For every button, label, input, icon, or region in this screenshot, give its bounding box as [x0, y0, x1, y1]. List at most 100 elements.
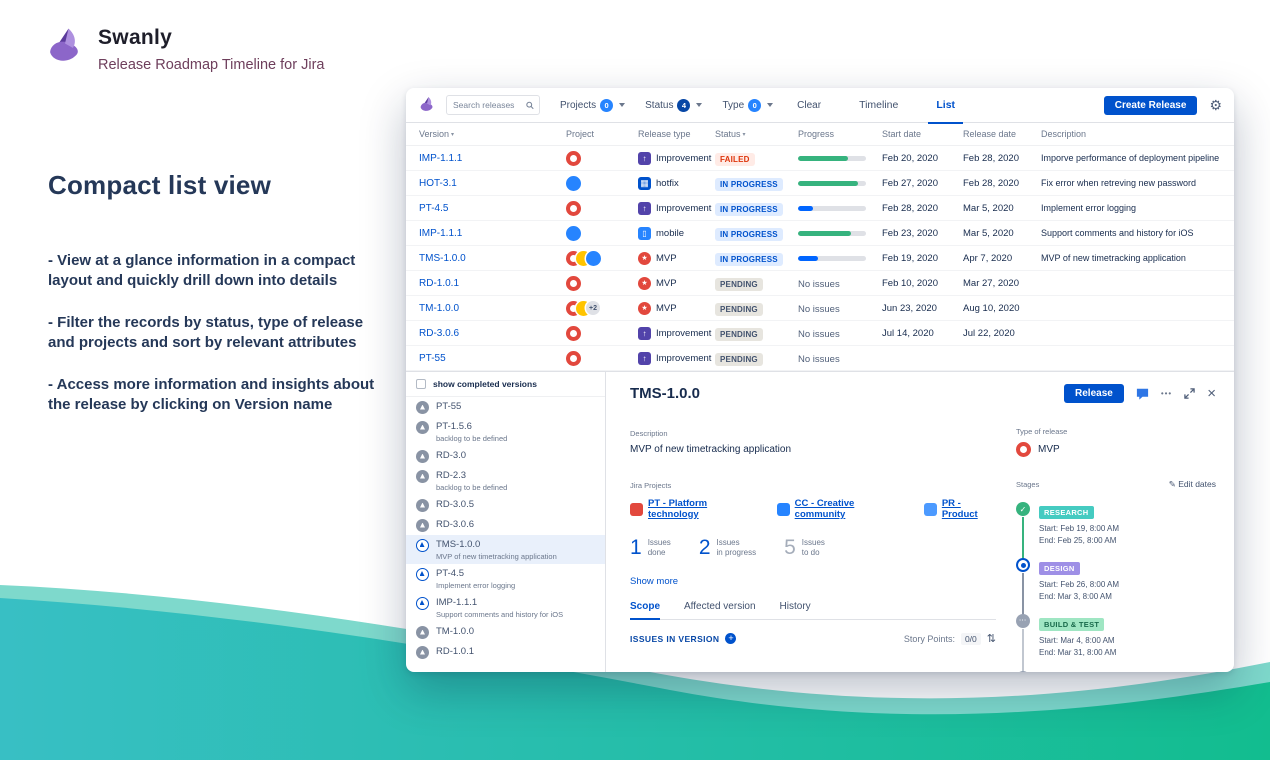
- version-list-item[interactable]: RD-2.3 backlog to be defined: [406, 466, 605, 495]
- version-list-item[interactable]: RD-1.0.1: [406, 642, 605, 662]
- column-version[interactable]: Version: [419, 129, 566, 139]
- table-row[interactable]: IMP-1.1.1 mobile IN PROGRESS Feb 23, 202…: [406, 221, 1234, 246]
- stat-issues-done: 1 Issues done: [630, 536, 671, 559]
- table-row[interactable]: RD-3.0.6 Improvement PENDING No issues J…: [406, 321, 1234, 346]
- column-status[interactable]: Status: [715, 129, 798, 139]
- stages-header: Stages Edit dates: [1016, 479, 1216, 490]
- progress-bar: [798, 155, 866, 161]
- improvement-icon: [638, 326, 651, 340]
- release-detail-panel: show completed versions PT-55 PT-1.5.6 ba…: [406, 371, 1234, 672]
- chevron-down-icon: [767, 103, 774, 107]
- project-link[interactable]: CC - Creative community: [776, 498, 902, 520]
- tab-timeline[interactable]: Timeline: [859, 98, 899, 111]
- version-link[interactable]: PT-55: [419, 352, 446, 364]
- detail-content: Description MVP of new timetracking appl…: [630, 403, 1016, 672]
- release-date: Mar 5, 2020: [963, 202, 1014, 214]
- add-issue-icon[interactable]: [725, 633, 737, 644]
- release-ship-icon: [416, 470, 429, 483]
- version-list-item[interactable]: PT-55: [406, 397, 605, 417]
- search-icon: [526, 101, 534, 109]
- tab-affected-version[interactable]: Affected version: [684, 601, 756, 612]
- version-link[interactable]: HOT-3.1: [419, 177, 457, 189]
- clear-filters-link[interactable]: Clear: [797, 99, 822, 111]
- release-date: Jul 22, 2020: [963, 327, 1015, 339]
- version-list-item[interactable]: PT-4.5 Implement error logging: [406, 564, 605, 593]
- project-link[interactable]: PR - Product: [923, 498, 996, 520]
- version-list-item[interactable]: RD-3.0.6: [406, 515, 605, 535]
- search-box: [446, 95, 540, 115]
- table-row[interactable]: PT-4.5 Improvement IN PROGRESS Feb 28, 2…: [406, 196, 1234, 221]
- start-date: Feb 20, 2020: [882, 152, 938, 164]
- release-type-label: MVP: [656, 252, 677, 264]
- column-release-type[interactable]: Release type: [638, 129, 691, 139]
- version-list-item-selected[interactable]: TMS-1.0.0 MVP of new timetracking applica…: [406, 535, 605, 564]
- version-list-item[interactable]: RD-3.0: [406, 446, 605, 466]
- table-row[interactable]: HOT-3.1 hotfix IN PROGRESS Feb 27, 2020 …: [406, 171, 1234, 196]
- release-date: Mar 5, 2020: [963, 227, 1014, 239]
- status-badge: PENDING: [715, 353, 763, 366]
- stage-design: DESIGN Start: Feb 26, 8:00 AM End: Mar 3,…: [1016, 558, 1216, 617]
- start-date: Feb 10, 2020: [882, 277, 938, 289]
- show-completed-label: show completed versions: [433, 379, 537, 389]
- version-link[interactable]: PT-4.5: [419, 202, 449, 214]
- version-link[interactable]: RD-3.0.6: [419, 327, 460, 339]
- show-completed-checkbox[interactable]: [416, 379, 426, 389]
- status-badge: PENDING: [715, 328, 763, 341]
- filter-type[interactable]: Type 0: [722, 98, 774, 112]
- version-list-item[interactable]: IMP-1.1.1 Support comments and history fo…: [406, 593, 605, 622]
- version-list-item[interactable]: PT-1.5.6 backlog to be defined: [406, 417, 605, 446]
- table-row[interactable]: IMP-1.1.1 Improvement FAILED Feb 20, 202…: [406, 146, 1234, 171]
- project-link[interactable]: PT - Platform technology: [630, 498, 755, 520]
- release-button[interactable]: Release: [1064, 384, 1124, 403]
- release-date: Mar 27, 2020: [963, 277, 1019, 289]
- close-icon[interactable]: [1207, 388, 1216, 399]
- no-issues-label: No issues: [798, 354, 840, 365]
- table-row[interactable]: RD-1.0.1 MVP PENDING No issues Feb 10, 2…: [406, 271, 1234, 296]
- hero-bullet: - View at a glance information in a comp…: [48, 252, 356, 289]
- stage-current-icon: [1016, 558, 1030, 573]
- tab-scope[interactable]: Scope: [630, 601, 661, 620]
- hero-title: Compact list view: [48, 170, 272, 200]
- filter-status[interactable]: Status 4: [645, 98, 703, 112]
- version-list-item[interactable]: TM-1.0.0: [406, 622, 605, 642]
- column-progress[interactable]: Progress: [798, 129, 835, 139]
- release-date: Aug 10, 2020: [963, 302, 1020, 314]
- table-row[interactable]: TM-1.0.0 +2 MVP PENDING No issues Jun 23…: [406, 296, 1234, 321]
- version-link[interactable]: TM-1.0.0: [419, 302, 460, 314]
- edit-dates-link[interactable]: Edit dates: [1169, 479, 1216, 490]
- project-avatar: [586, 250, 601, 266]
- column-start-date[interactable]: Start date: [882, 129, 922, 139]
- version-link[interactable]: IMP-1.1.1: [419, 152, 463, 164]
- row-description: Support comments and history for iOS: [1041, 228, 1194, 238]
- column-release-date[interactable]: Release date: [963, 129, 1017, 139]
- version-link[interactable]: IMP-1.1.1: [419, 227, 463, 239]
- project-avatar: [566, 200, 581, 216]
- tab-list[interactable]: List: [928, 88, 963, 124]
- gear-icon[interactable]: [1209, 97, 1222, 114]
- column-project[interactable]: Project: [566, 129, 595, 139]
- release-ship-icon: [416, 499, 429, 512]
- projects-count-badge: 0: [600, 98, 614, 112]
- filter-projects[interactable]: Projects 0: [560, 98, 626, 112]
- search-input[interactable]: [453, 100, 526, 110]
- refresh-icon[interactable]: [987, 632, 996, 645]
- more-actions-icon[interactable]: [1161, 389, 1172, 398]
- tab-history[interactable]: History: [779, 601, 811, 612]
- app-tagline: Release Roadmap Timeline for Jira: [98, 57, 325, 73]
- comment-icon[interactable]: [1136, 388, 1149, 400]
- create-release-button[interactable]: Create Release: [1103, 95, 1198, 115]
- show-more-link[interactable]: Show more: [630, 576, 679, 587]
- column-description[interactable]: Description: [1041, 129, 1087, 139]
- release-info-column: Type of release MVP Stages Edit dates RE…: [1016, 403, 1216, 672]
- detail-header: TMS-1.0.0 Release: [630, 384, 1216, 403]
- version-list-item[interactable]: RD-3.0.5: [406, 495, 605, 515]
- table-row[interactable]: PT-55 Improvement PENDING No issues: [406, 346, 1234, 371]
- expand-icon[interactable]: [1184, 388, 1195, 399]
- app-window: Projects 0 Status 4 Type 0 Clear Timelin…: [406, 88, 1234, 672]
- version-link[interactable]: TMS-1.0.0: [419, 252, 466, 264]
- type-of-release-value: MVP: [1016, 442, 1216, 457]
- version-link[interactable]: RD-1.0.1: [419, 277, 460, 289]
- stat-issues-todo: 5 Issues to do: [784, 536, 825, 559]
- table-row[interactable]: TMS-1.0.0 MVP IN PROGRESS Feb 19, 2020 A…: [406, 246, 1234, 271]
